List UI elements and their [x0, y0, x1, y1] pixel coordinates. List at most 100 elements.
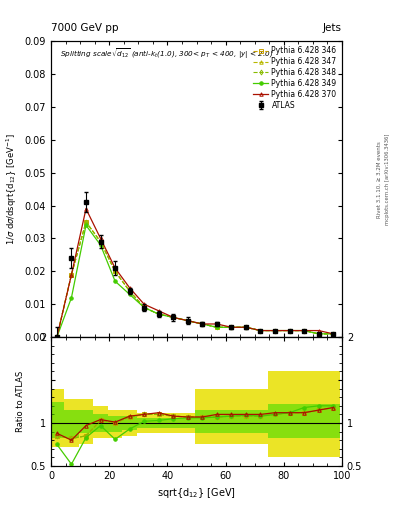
Bar	[93, 406, 108, 438]
Pythia 6.428 348	[200, 321, 205, 327]
Pythia 6.428 347	[156, 311, 161, 317]
Pythia 6.428 346	[331, 331, 336, 337]
Pythia 6.428 349	[156, 311, 161, 317]
Pythia 6.428 346	[258, 328, 263, 334]
Pythia 6.428 348	[171, 314, 176, 321]
Bar	[297, 372, 311, 457]
Pythia 6.428 347	[185, 317, 190, 324]
Pythia 6.428 348	[156, 311, 161, 317]
Text: 7000 GeV pp: 7000 GeV pp	[51, 23, 119, 33]
Pythia 6.428 346	[302, 328, 307, 334]
Line: Pythia 6.428 349: Pythia 6.428 349	[55, 224, 335, 339]
Pythia 6.428 370	[69, 271, 74, 278]
Pythia 6.428 346	[98, 239, 103, 245]
Y-axis label: 1/$\sigma$ d$\sigma$/dsqrt{d$_{12}$} [GeV$^{-1}$]: 1/$\sigma$ d$\sigma$/dsqrt{d$_{12}$} [Ge…	[5, 133, 19, 245]
Pythia 6.428 349	[69, 294, 74, 301]
Pythia 6.428 349	[258, 328, 263, 334]
Text: Jets: Jets	[323, 23, 342, 33]
Pythia 6.428 349	[171, 314, 176, 321]
Pythia 6.428 348	[84, 219, 88, 225]
Pythia 6.428 347	[273, 328, 277, 334]
Pythia 6.428 348	[215, 324, 219, 330]
Pythia 6.428 370	[215, 321, 219, 327]
Line: Pythia 6.428 370: Pythia 6.428 370	[55, 207, 335, 339]
Pythia 6.428 346	[113, 268, 118, 274]
Pythia 6.428 348	[113, 268, 118, 274]
Bar	[326, 372, 340, 457]
Bar	[224, 389, 239, 444]
Pythia 6.428 348	[273, 328, 277, 334]
Pythia 6.428 370	[113, 265, 118, 271]
Pythia 6.428 347	[331, 331, 336, 337]
Pythia 6.428 370	[55, 334, 59, 340]
Pythia 6.428 346	[185, 317, 190, 324]
Pythia 6.428 349	[316, 331, 321, 337]
Bar	[108, 410, 122, 438]
Pythia 6.428 346	[156, 311, 161, 317]
Bar	[253, 389, 268, 444]
Pythia 6.428 347	[244, 324, 248, 330]
Pythia 6.428 348	[142, 305, 147, 311]
Pythia 6.428 370	[316, 328, 321, 334]
Pythia 6.428 370	[258, 328, 263, 334]
Pythia 6.428 370	[98, 236, 103, 242]
Y-axis label: Ratio to ATLAS: Ratio to ATLAS	[16, 371, 25, 432]
Pythia 6.428 348	[69, 271, 74, 278]
Pythia 6.428 347	[316, 331, 321, 337]
Bar	[122, 416, 137, 430]
Line: Pythia 6.428 347: Pythia 6.428 347	[55, 220, 335, 339]
Pythia 6.428 349	[229, 324, 234, 330]
Pythia 6.428 348	[98, 239, 103, 245]
Pythia 6.428 349	[331, 331, 336, 337]
Pythia 6.428 349	[113, 278, 118, 284]
Bar	[79, 399, 93, 444]
Bar	[166, 413, 180, 433]
Pythia 6.428 349	[215, 324, 219, 330]
Bar	[108, 416, 122, 432]
Pythia 6.428 349	[127, 291, 132, 297]
Bar	[311, 404, 326, 438]
Bar	[209, 410, 224, 433]
Bar	[268, 404, 282, 438]
Bar	[50, 389, 64, 447]
Bar	[297, 404, 311, 438]
Pythia 6.428 347	[98, 239, 103, 245]
Pythia 6.428 349	[273, 328, 277, 334]
Bar	[282, 372, 297, 457]
Pythia 6.428 370	[229, 324, 234, 330]
Pythia 6.428 348	[229, 324, 234, 330]
Pythia 6.428 348	[127, 288, 132, 294]
Pythia 6.428 346	[316, 331, 321, 337]
Bar	[79, 410, 93, 433]
Bar	[137, 413, 151, 433]
Bar	[224, 410, 239, 433]
Pythia 6.428 349	[98, 242, 103, 248]
Pythia 6.428 346	[69, 271, 74, 278]
Pythia 6.428 370	[142, 301, 147, 307]
Pythia 6.428 349	[185, 317, 190, 324]
Bar	[239, 410, 253, 433]
Pythia 6.428 370	[273, 328, 277, 334]
Pythia 6.428 349	[55, 334, 59, 340]
Pythia 6.428 347	[84, 219, 88, 225]
Bar	[64, 399, 79, 447]
Bar	[209, 389, 224, 444]
Pythia 6.428 348	[185, 317, 190, 324]
Bar	[151, 418, 166, 428]
Bar	[137, 418, 151, 428]
Bar	[180, 418, 195, 428]
Bar	[253, 410, 268, 433]
Pythia 6.428 370	[84, 206, 88, 212]
Bar	[180, 413, 195, 433]
Pythia 6.428 346	[287, 328, 292, 334]
Pythia 6.428 347	[200, 321, 205, 327]
Pythia 6.428 370	[171, 314, 176, 321]
Bar	[151, 413, 166, 433]
Pythia 6.428 349	[200, 321, 205, 327]
Bar	[195, 410, 209, 433]
Line: Pythia 6.428 348: Pythia 6.428 348	[55, 220, 335, 339]
Pythia 6.428 347	[69, 271, 74, 278]
Pythia 6.428 347	[287, 328, 292, 334]
Pythia 6.428 370	[287, 328, 292, 334]
Pythia 6.428 349	[84, 222, 88, 228]
